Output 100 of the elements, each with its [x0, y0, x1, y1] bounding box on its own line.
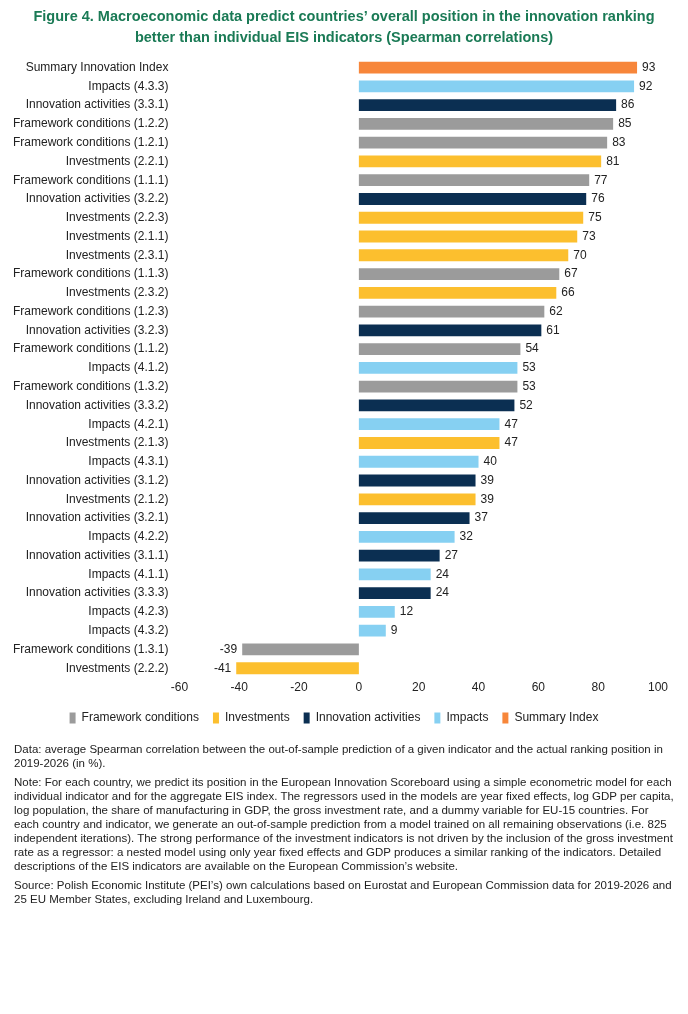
data-label: 9	[390, 622, 398, 637]
legend-label: Investments	[224, 710, 290, 725]
data-label: 67	[564, 266, 578, 281]
bar	[358, 437, 500, 449]
bar	[358, 174, 590, 187]
bar	[358, 324, 542, 337]
bar	[358, 568, 431, 581]
bar	[358, 117, 614, 130]
data-label: 39	[480, 472, 495, 487]
y-tick-label: Impacts (4.1.1)	[88, 566, 169, 581]
data-label: 81	[606, 153, 620, 168]
y-tick-label: Framework conditions (1.2.2)	[13, 116, 169, 131]
y-tick-label: Innovation activities (3.2.1)	[25, 510, 169, 525]
bar	[242, 643, 359, 656]
y-tick-label: Impacts (4.3.2)	[88, 622, 169, 637]
bar	[358, 512, 470, 524]
x-tick-label: 60	[531, 680, 546, 695]
data-label: -41	[213, 660, 232, 675]
y-tick-label: Investments (2.1.2)	[65, 491, 169, 506]
y-tick-label: Investments (2.1.1)	[65, 228, 169, 243]
bar	[358, 230, 578, 243]
bar	[358, 61, 638, 74]
data-label: 39	[480, 491, 495, 506]
y-tick-label: Impacts (4.3.1)	[88, 454, 169, 469]
y-tick-label: Impacts (4.3.3)	[88, 78, 169, 93]
data-label: 47	[504, 416, 519, 431]
x-tick-label: -40	[230, 680, 249, 695]
data-label: 40	[483, 454, 498, 469]
data-label: 77	[594, 172, 608, 187]
data-label: 52	[519, 397, 534, 412]
bar	[236, 662, 359, 675]
data-label: 76	[591, 191, 605, 206]
y-tick-label: Framework conditions (1.1.1)	[13, 172, 169, 187]
x-tick-label: 0	[355, 680, 363, 695]
data-label: 86	[621, 97, 635, 112]
y-tick-label: Framework conditions (1.3.2)	[13, 378, 169, 393]
data-label: -39	[219, 641, 238, 656]
bar	[358, 493, 476, 506]
x-tick-label: 100	[647, 680, 669, 695]
bar	[358, 549, 440, 562]
legend-label: Framework conditions	[81, 710, 199, 725]
y-tick-label: Framework conditions (1.2.1)	[13, 134, 169, 149]
y-tick-label: Framework conditions (1.1.3)	[13, 266, 169, 281]
data-label: 73	[582, 228, 596, 243]
bar	[358, 605, 395, 618]
bar	[358, 286, 557, 299]
y-tick-label: Innovation activities (3.1.1)	[25, 547, 169, 562]
y-tick-label: Framework conditions (1.1.2)	[13, 341, 169, 356]
y-tick-label: Innovation activities (3.2.3)	[25, 322, 169, 337]
data-label: 47	[504, 435, 519, 450]
x-tick-label: 20	[412, 680, 426, 695]
bar	[358, 380, 518, 393]
text: Note: For each country, we predict its position in the European Innovation Scoreboard using a simple econometric model for each individual indicator and for the aggregate EIS index. The regressors used in the models are year fixed effects, log GDP per capita, log population, the share of manufacturing in GDP, the gross investment rate, and a dummy variable for EU-15 countries. For each country and indicator, we generate an out-of-sample prediction from a model trained on all remaining observations (i.e. 825 independent iterations). The strong performance of the investment indicators is not driven by the inclusion of the gross investment rate as a regressor: a nested model using only year fixed effects and GDP produces a similar ranking of the indicators. Detailed descriptions of the EIS indicators are available on the European Commission’s website.	[14, 775, 674, 873]
data-label: 92	[639, 78, 653, 93]
bar	[358, 624, 386, 637]
y-tick-label: Framework conditions (1.3.1)	[13, 641, 169, 656]
legend-label: Impacts	[446, 710, 489, 725]
bar	[358, 155, 602, 168]
bar	[358, 211, 584, 224]
y-tick-label: Innovation activities (3.3.3)	[25, 585, 169, 600]
bar	[358, 361, 518, 374]
y-tick-label: Investments (2.3.2)	[65, 285, 169, 300]
x-tick-label: -20	[290, 680, 309, 695]
bar	[358, 136, 608, 149]
data-label: 54	[525, 341, 540, 356]
data-label: 75	[588, 210, 602, 225]
data-label: 24	[435, 566, 450, 581]
source-note: Source: Polish Economic Institute (PEI’s) own calculations based on Eurostat and European Commission data for 2019-2026 and 25 EU Member States, excluding Ireland and Luxembourg.	[14, 878, 673, 906]
y-tick-label: Investments (2.2.2)	[65, 660, 169, 675]
data-label: 83	[612, 134, 626, 149]
y-tick-label: Innovation activities (3.3.2)	[25, 397, 169, 412]
y-tick-label: Investments (2.2.1)	[65, 153, 169, 168]
bar	[358, 343, 521, 356]
data-label: 53	[522, 360, 537, 375]
data-label: 24	[435, 585, 450, 600]
data-label: 66	[561, 285, 575, 300]
y-tick-label: Framework conditions (1.2.3)	[13, 303, 169, 318]
y-tick-label: Investments (2.1.3)	[65, 435, 169, 450]
y-tick-label: Impacts (4.1.2)	[88, 360, 169, 375]
y-tick-label: Impacts (4.2.2)	[88, 529, 169, 544]
bar	[358, 455, 479, 468]
x-tick-label: 40	[471, 680, 486, 695]
chart-title: Figure 4. Macroeconomic data predict countries’ overall position in the innovation ranking better than individual EIS indicators (Spearman correlations)	[32, 7, 656, 47]
y-tick-label: Innovation activities (3.3.1)	[25, 97, 169, 112]
y-tick-label: Innovation activities (3.1.2)	[25, 472, 169, 487]
bar	[358, 193, 587, 205]
y-tick-label: Impacts (4.2.1)	[88, 416, 169, 431]
data-label: 62	[549, 303, 563, 318]
data-label: 27	[444, 547, 459, 562]
bar	[358, 530, 455, 543]
data-label: 93	[642, 59, 656, 74]
y-tick-label: Investments (2.3.1)	[65, 247, 169, 262]
bar	[358, 474, 476, 487]
bar	[358, 399, 515, 412]
legend-label: Innovation activities	[315, 710, 421, 725]
data-label: 61	[546, 322, 561, 337]
x-tick-label: -60	[170, 680, 189, 695]
bar	[358, 249, 569, 262]
data-label: 85	[618, 116, 632, 131]
legend-label: Summary Index	[514, 710, 599, 725]
